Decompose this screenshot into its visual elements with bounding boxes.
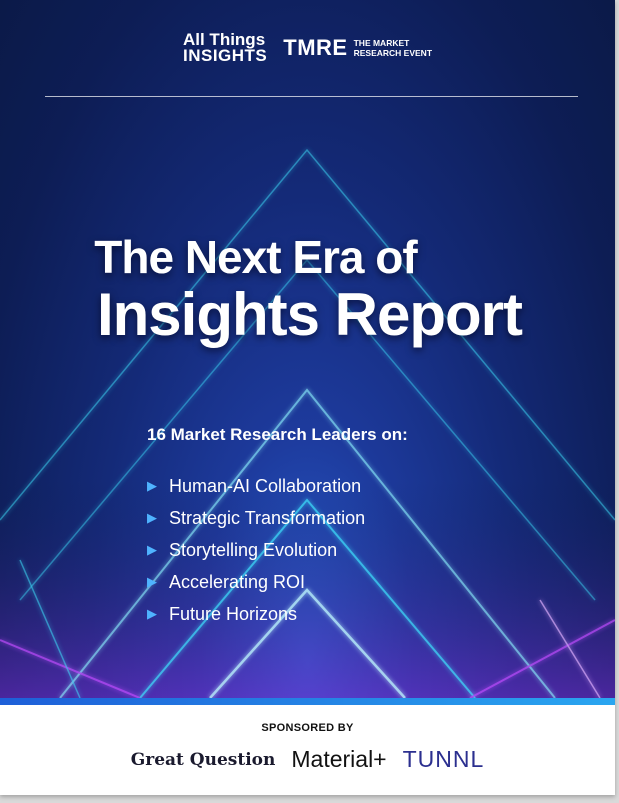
triangle-bullet-icon: ▶ — [147, 574, 157, 589]
triangle-bullet-icon: ▶ — [147, 542, 157, 557]
topic-list: ▶ Human-AI Collaboration ▶ Strategic Trans… — [147, 470, 365, 630]
list-item: ▶ Accelerating ROI — [147, 571, 306, 592]
great-question-logo: Great Question — [130, 749, 276, 770]
tunnl-logo: TUNNL — [402, 746, 485, 772]
list-item: ▶ Storytelling Evolution — [147, 539, 338, 560]
accent-band — [0, 698, 615, 705]
list-item: ▶ Strategic Transformation — [147, 507, 366, 528]
divider — [45, 96, 578, 97]
material-plus-logo: Material+ — [291, 746, 387, 772]
list-item: ▶ Future Horizons — [147, 603, 298, 624]
subtitle: 16 Market Research Leaders on: — [147, 425, 408, 444]
triangle-bullet-icon: ▶ — [147, 606, 157, 621]
list-item: ▶ Human-AI Collaboration — [147, 475, 362, 496]
neon-chevron-graphic — [0, 148, 615, 698]
triangle-bullet-icon: ▶ — [147, 510, 157, 525]
triangle-bullet-icon: ▶ — [147, 478, 157, 493]
cover-artwork — [0, 0, 615, 698]
tmre-logo: TMRE THE MARKET RESEARCH EVENT — [283, 35, 433, 60]
sponsor-logos: Great Question Material+ TUNNL — [0, 746, 615, 773]
all-things-insights-logo: All Things INSIGHTS — [182, 30, 268, 65]
header-logos: All Things INSIGHTS TMRE THE MARKET RESEA… — [0, 30, 615, 65]
title-line-2: Insights Report — [96, 281, 523, 348]
sponsored-by-label: SPONSORED BY — [261, 722, 354, 734]
title-line-1: The Next Era of — [94, 231, 417, 283]
